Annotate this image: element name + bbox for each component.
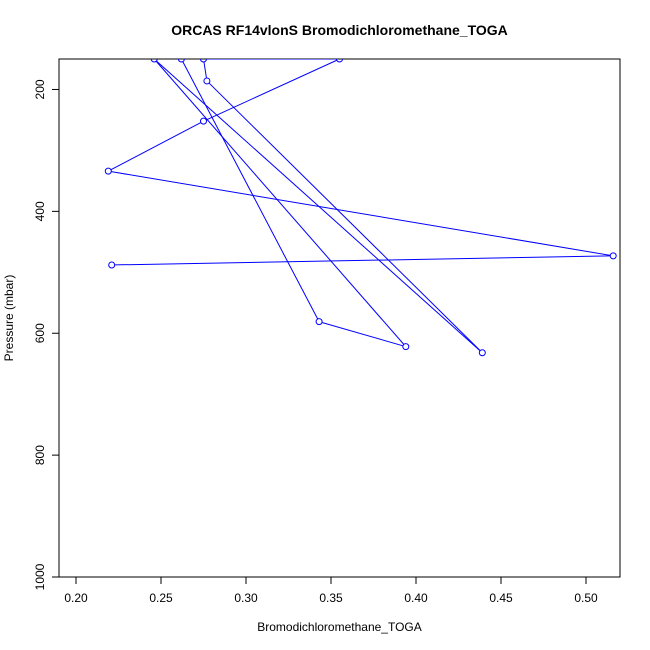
series-segment <box>110 122 202 171</box>
chart-title: ORCAS RF14vlonS Bromodichloromethane_TOG… <box>171 22 508 38</box>
data-point <box>203 77 211 85</box>
series-segment <box>208 82 481 351</box>
x-tick-label: 0.40 <box>404 591 428 605</box>
x-tick-label: 0.35 <box>319 591 343 605</box>
data-point <box>478 349 486 357</box>
data-point <box>609 252 617 260</box>
series-segment <box>182 61 319 320</box>
x-tick-label: 0.30 <box>234 591 258 605</box>
data-point <box>200 59 207 63</box>
x-tick-label: 0.20 <box>64 591 88 605</box>
y-axis: 200 400 600 800 1000 <box>33 79 60 590</box>
series-segment <box>111 171 611 256</box>
y-tick-label: 800 <box>33 445 47 465</box>
series-segment <box>203 61 207 79</box>
data-point <box>150 59 158 63</box>
data-series <box>104 59 617 357</box>
y-tick-label: 400 <box>33 201 47 221</box>
series-segment <box>155 60 405 345</box>
x-tick-label: 0.50 <box>574 591 598 605</box>
series-segment <box>114 255 611 266</box>
series-segment <box>156 60 481 352</box>
x-axis-label: Bromodichloromethane_TOGA <box>257 620 422 634</box>
data-point <box>402 343 410 351</box>
data-point <box>104 167 112 175</box>
data-point <box>315 318 323 326</box>
x-tick-label: 0.25 <box>149 591 173 605</box>
y-axis-label: Pressure (mbar) <box>2 275 16 362</box>
x-tick-label: 0.45 <box>489 591 513 605</box>
series-segment <box>206 59 337 121</box>
x-axis: 0.20 0.25 0.30 0.35 0.40 0.45 0.50 <box>64 576 598 605</box>
y-tick-label: 1000 <box>33 563 47 590</box>
data-point <box>336 59 343 63</box>
data-point <box>200 117 207 125</box>
data-point <box>108 261 116 269</box>
y-tick-label: 200 <box>33 79 47 99</box>
series-segment <box>321 322 404 347</box>
plot-frame <box>58 58 621 578</box>
data-point <box>177 59 185 63</box>
y-tick-label: 600 <box>33 323 47 343</box>
